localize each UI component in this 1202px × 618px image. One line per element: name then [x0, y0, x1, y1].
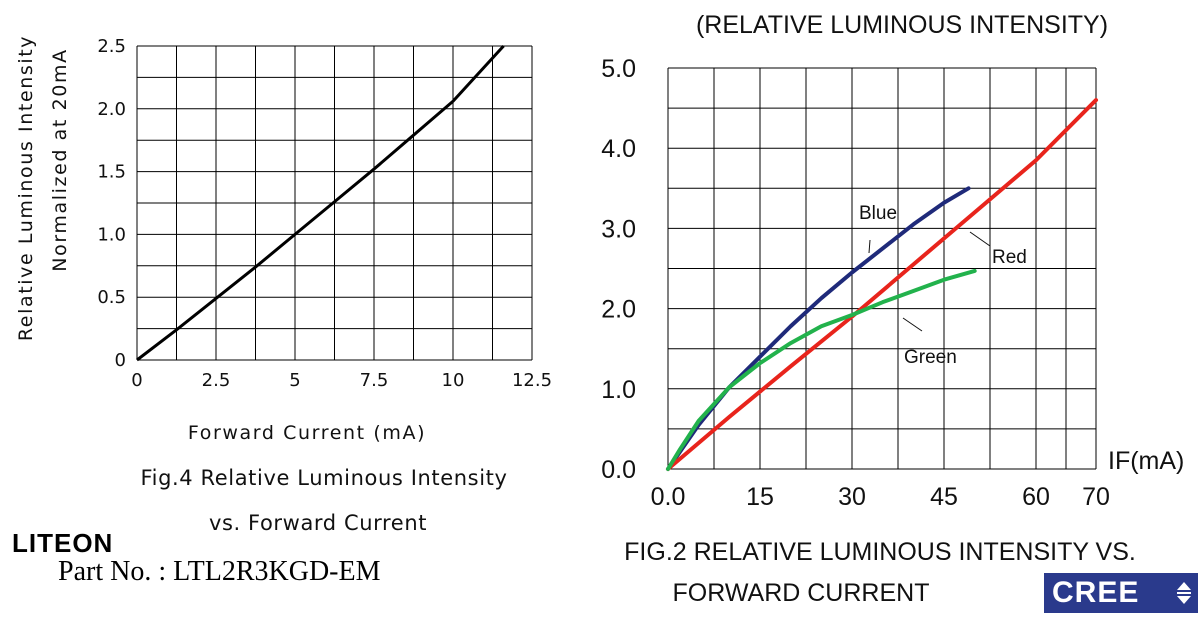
left-y-axis-label: Relative Luminous Intensity: [15, 35, 37, 341]
left-chart-grid: [136, 45, 533, 361]
left-x-tick-label: 10: [442, 370, 465, 391]
left-x-tick-label: 0: [131, 370, 142, 391]
cree-arrows-icon: [1177, 582, 1191, 604]
left-y-tick-label: 2.0: [97, 99, 126, 120]
cree-logo: CREE: [1044, 573, 1198, 613]
left-y-tick-label: 2.5: [97, 36, 126, 57]
left-y-tick-label: 1.5: [97, 162, 126, 183]
left-x-tick-label: 7.5: [360, 370, 389, 391]
left-chart-series: [136, 44, 505, 362]
left-caption-line1: Fig.4 Relative Luminous Intensity: [140, 466, 507, 490]
left-series-line: [136, 44, 505, 362]
cree-logo-text: CREE: [1052, 576, 1140, 609]
left-ylabel-line1: Relative Luminous Intensity: [15, 35, 37, 341]
left-x-tick-label: 2.5: [202, 370, 231, 391]
left-x-tick-label: 5: [289, 370, 300, 391]
left-y-tick-label: 0: [115, 350, 126, 371]
left-y-tick-label: 1.0: [97, 224, 126, 245]
left-caption-line2: vs. Forward Current: [209, 511, 427, 535]
part-number: Part No. : LTL2R3KGD-EM: [58, 556, 381, 587]
left-y-tick-label: 0.5: [97, 287, 126, 308]
liteon-logo: LITEON: [12, 528, 114, 558]
left-x-tick-label: 12.5: [512, 370, 552, 391]
left-ylabel-line2: Normalized at 20mA: [49, 48, 71, 271]
left-chart-ticks: 0 2.5 5 7.5 10 12.5 0 0.5 1.0 1.5 2.0 2.5: [97, 36, 552, 391]
left-xlabel: Forward Current (mA): [188, 422, 426, 444]
